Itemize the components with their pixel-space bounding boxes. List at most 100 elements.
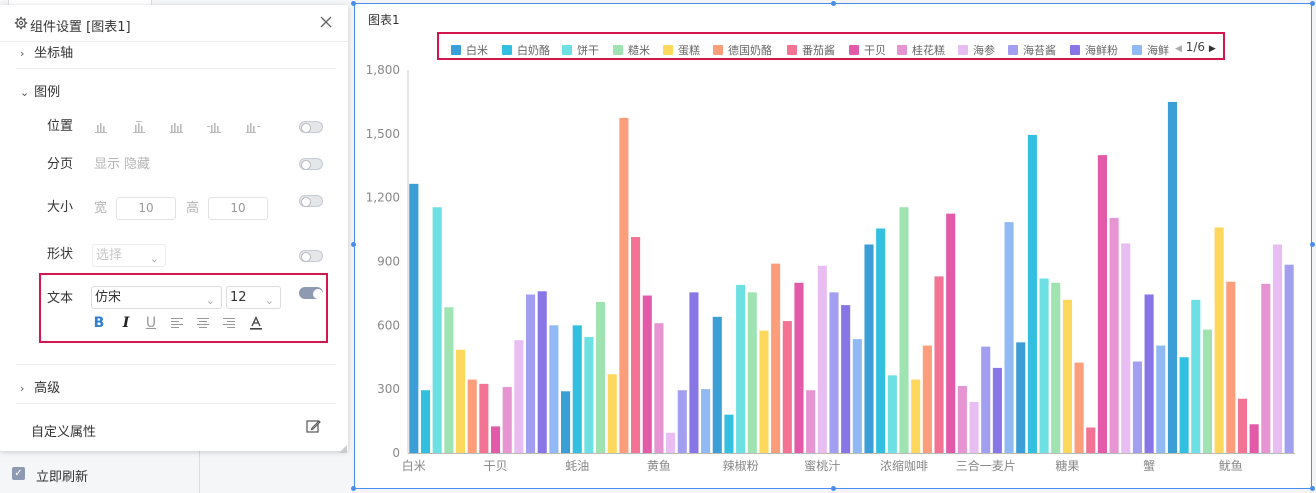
section-legend[interactable]: ⌄ 图例 — [20, 81, 60, 100]
legend-item[interactable]: 白米 — [451, 42, 488, 57]
width-input[interactable]: 10 — [116, 197, 176, 220]
bar-chart: 0 300 600 900 1,200 1,500 1,800 白米 干贝 蚝油 黄鱼 辣椒粉 蜜桃汁 浓… — [366, 63, 1295, 473]
paging-toggle[interactable] — [299, 158, 323, 170]
divider — [16, 68, 336, 69]
shape-select[interactable]: 选择 ⌄ — [92, 244, 166, 267]
chart-bar — [1074, 362, 1084, 453]
position-toggle[interactable] — [299, 121, 323, 133]
chart-bar — [701, 389, 711, 453]
align-left-icon[interactable] — [170, 316, 184, 330]
underline-icon[interactable]: U — [145, 315, 157, 331]
shape-toggle[interactable] — [299, 250, 323, 262]
selection-handle[interactable] — [831, 1, 836, 6]
text-toggle[interactable] — [299, 287, 323, 299]
refresh-checkbox[interactable]: ✓ — [12, 467, 25, 480]
align-center-icon[interactable] — [196, 316, 210, 330]
chart-bar — [934, 276, 944, 453]
align-right-icon[interactable] — [222, 316, 236, 330]
chart-bar — [1179, 357, 1189, 453]
paging-label: 分页 — [47, 157, 74, 172]
chart-bar — [1214, 227, 1224, 453]
legend-item[interactable]: 海鲜 — [1132, 42, 1169, 57]
position-left-icon[interactable] — [207, 121, 221, 133]
font-size-select[interactable]: 12 ⌄ — [226, 286, 281, 309]
font-color-icon[interactable] — [249, 316, 263, 330]
position-top-center-icon[interactable] — [132, 121, 146, 133]
legend-swatch — [713, 45, 723, 55]
legend-item[interactable]: 饼干 — [562, 42, 599, 57]
legend-item[interactable]: 海参 — [958, 42, 995, 57]
legend-swatch — [663, 45, 673, 55]
chart-bar — [1016, 342, 1026, 453]
chart-bar — [1051, 282, 1061, 453]
caret-right-icon[interactable]: ▶ — [1208, 44, 1216, 54]
chart-bar — [1261, 283, 1271, 453]
position-top-right-icon[interactable] — [170, 121, 184, 133]
selection-handle[interactable] — [1310, 486, 1315, 491]
legend-item[interactable]: 德国奶酪 — [713, 42, 772, 57]
legend-item[interactable]: 番茄酱 — [787, 42, 835, 57]
chart-bar — [514, 340, 524, 453]
chart-legend[interactable]: 海鲜 海鲜粉 海苔酱 海参 桂花糕 干贝 番茄酱 德国奶酪 蛋糕 糙米 饼干 白奶酪 白米 ◀ 1/6 … — [437, 32, 1225, 60]
chart-bar — [631, 237, 641, 453]
chart-bar — [689, 292, 699, 453]
selection-handle[interactable] — [351, 486, 356, 491]
size-toggle[interactable] — [299, 195, 323, 207]
selection-handle[interactable] — [831, 486, 836, 491]
legend-label: 番茄酱 — [802, 44, 835, 57]
legend-swatch — [958, 45, 968, 55]
width-label: 宽 — [94, 201, 108, 216]
x-tick-label: 三合一麦片 — [956, 458, 1016, 473]
edit-icon[interactable] — [306, 419, 321, 434]
chart-bar — [712, 316, 722, 453]
x-tick-label: 鱿鱼 — [1219, 458, 1243, 473]
selection-handle[interactable] — [1310, 1, 1315, 6]
legend-swatch — [613, 45, 623, 55]
chart-bar — [1039, 278, 1049, 453]
height-input[interactable]: 10 — [208, 197, 268, 220]
chart-bar — [1191, 299, 1201, 453]
caret-left-icon[interactable]: ◀ — [1175, 44, 1182, 54]
chart-bar — [969, 401, 979, 453]
selection-handle[interactable] — [351, 1, 356, 6]
legend-label: 糙米 — [628, 44, 650, 57]
chart-bar — [747, 292, 757, 453]
y-tick-label: 1,500 — [366, 127, 400, 141]
legend-swatch — [787, 45, 797, 55]
legend-item[interactable]: 蛋糕 — [663, 42, 700, 57]
selection-handle[interactable] — [1310, 242, 1315, 247]
chart-bar — [1004, 222, 1014, 453]
legend-item[interactable]: 桂花糕 — [897, 42, 945, 57]
x-tick-label: 黄鱼 — [647, 459, 671, 473]
paging-show-option[interactable]: 显示 — [94, 157, 121, 172]
legend-item[interactable]: 干贝 — [849, 42, 886, 57]
position-top-left-icon[interactable] — [95, 121, 109, 133]
legend-item[interactable]: 海鲜粉 — [1070, 42, 1118, 57]
resize-handle-icon[interactable] — [339, 445, 347, 453]
section-advanced[interactable]: › 高级 — [20, 377, 60, 396]
bold-icon[interactable]: B — [93, 315, 105, 331]
paging-hide-option[interactable]: 隐藏 — [124, 157, 151, 172]
legend-swatch — [502, 45, 512, 55]
legend-label: 海参 — [973, 44, 995, 57]
legend-label: 白奶酪 — [517, 44, 550, 57]
legend-item[interactable]: 糙米 — [613, 42, 650, 57]
italic-icon[interactable]: I — [122, 315, 130, 331]
close-icon[interactable] — [318, 14, 334, 30]
legend-item[interactable]: 白奶酪 — [502, 42, 550, 57]
chart-title: 图表1 — [368, 13, 400, 27]
legend-label: 干贝 — [864, 44, 886, 57]
selection-handle[interactable] — [351, 242, 356, 247]
position-right-icon[interactable] — [246, 121, 260, 133]
legend-pager[interactable]: ◀ 1/6 ▶ — [1175, 40, 1216, 54]
shape-select-value: 选择 — [96, 248, 123, 263]
chart-bar — [642, 295, 652, 453]
custom-attr-label: 自定义属性 — [31, 425, 97, 440]
chart-bar — [1237, 398, 1248, 453]
section-legend-label: 图例 — [34, 85, 61, 100]
chart-bar — [946, 213, 956, 454]
font-family-select[interactable]: 仿宋 ⌄ — [91, 286, 222, 309]
legend-item[interactable]: 海苔酱 — [1008, 42, 1056, 57]
section-axis[interactable]: › 坐标轴 — [20, 42, 73, 61]
y-tick-label: 300 — [377, 382, 400, 396]
